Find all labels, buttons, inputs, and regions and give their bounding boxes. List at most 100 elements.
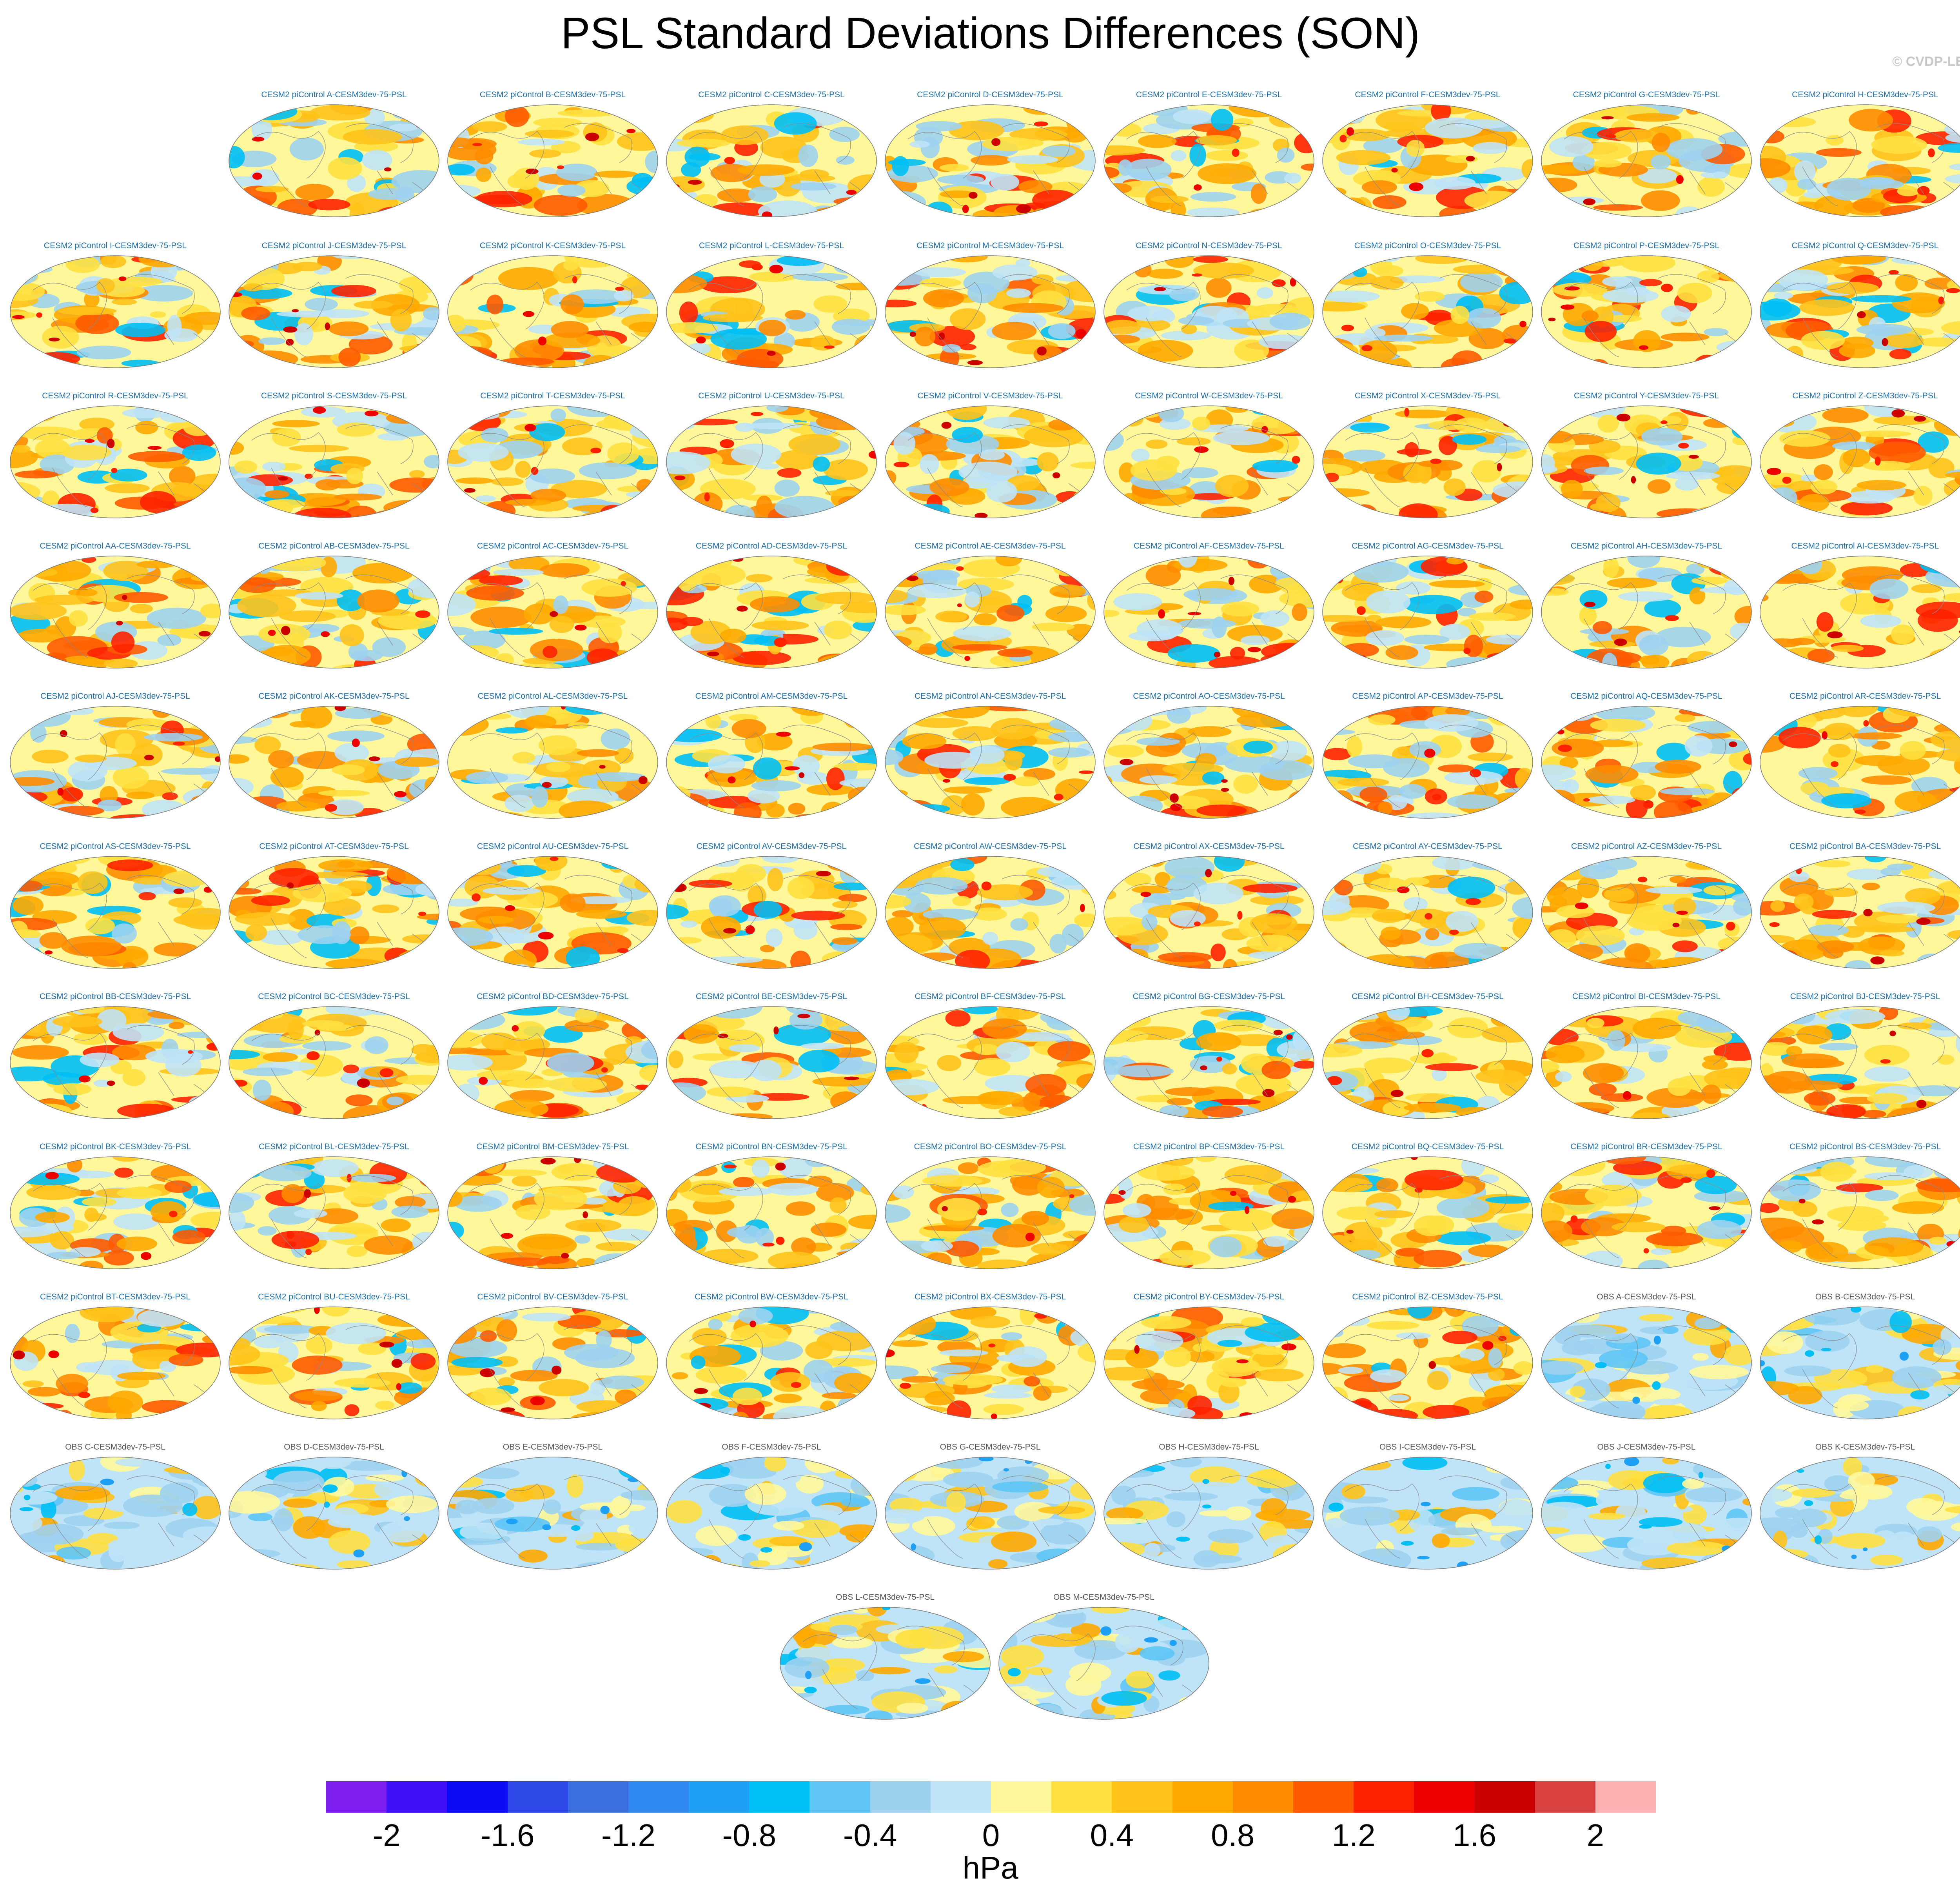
panel-label: CESM2 piControl F-CESM3dev-75-PSL <box>1355 90 1501 99</box>
map-panel: CESM2 piControl BV-CESM3dev-75-PSL <box>443 1292 662 1437</box>
panel-label: CESM2 piControl Q-CESM3dev-75-PSL <box>1791 241 1939 250</box>
panel-label: CESM2 piControl AO-CESM3dev-75-PSL <box>1133 692 1285 701</box>
colorbar-box <box>689 1781 750 1813</box>
global-map <box>447 856 658 969</box>
global-map <box>1322 856 1533 969</box>
global-map <box>1103 1006 1314 1119</box>
map-panel: CESM2 piControl AB-CESM3dev-75-PSL <box>224 541 444 687</box>
colorbar-box <box>1293 1781 1354 1813</box>
panel-label: CESM2 piControl AL-CESM3dev-75-PSL <box>477 692 628 701</box>
global-map <box>885 1156 1096 1269</box>
panel-label: CESM2 piControl M-CESM3dev-75-PSL <box>916 241 1064 250</box>
global-map <box>1760 556 1960 669</box>
panel-label: OBS F-CESM3dev-75-PSL <box>722 1443 821 1452</box>
map-panel: CESM2 piControl R-CESM3dev-75-PSL <box>5 391 225 536</box>
map-panel: CESM2 piControl BM-CESM3dev-75-PSL <box>443 1142 662 1287</box>
panel-label: CESM2 piControl AK-CESM3dev-75-PSL <box>258 692 410 701</box>
map-panel: CESM2 piControl A-CESM3dev-75-PSL <box>224 90 444 235</box>
map-panel: CESM2 piControl AM-CESM3dev-75-PSL <box>662 692 881 837</box>
panel-label: CESM2 piControl AF-CESM3dev-75-PSL <box>1134 541 1284 551</box>
panel-label: CESM2 piControl V-CESM3dev-75-PSL <box>917 391 1063 400</box>
map-panel: CESM2 piControl BE-CESM3dev-75-PSL <box>662 992 881 1137</box>
colorbar-tick-label: 1.2 <box>1332 1818 1376 1853</box>
global-map <box>666 405 877 518</box>
panel-label: CESM2 piControl AH-CESM3dev-75-PSL <box>1570 541 1722 551</box>
map-panel: OBS A-CESM3dev-75-PSL <box>1537 1292 1756 1437</box>
map-panel: CESM2 piControl BL-CESM3dev-75-PSL <box>224 1142 444 1287</box>
global-map <box>885 856 1096 969</box>
global-map <box>10 1457 221 1570</box>
map-panel: OBS E-CESM3dev-75-PSL <box>443 1443 662 1588</box>
global-map <box>229 706 439 819</box>
global-map <box>1103 706 1314 819</box>
colorbar-box <box>749 1781 810 1813</box>
global-map <box>229 1306 439 1419</box>
colorbar-box <box>1112 1781 1173 1813</box>
global-map <box>885 706 1096 819</box>
map-panel: CESM2 piControl BU-CESM3dev-75-PSL <box>224 1292 444 1437</box>
map-panel: CESM2 piControl AE-CESM3dev-75-PSL <box>880 541 1100 687</box>
global-map <box>229 856 439 969</box>
colorbar-box <box>991 1781 1052 1813</box>
global-map <box>229 1457 439 1570</box>
panel-label: CESM2 piControl J-CESM3dev-75-PSL <box>261 241 407 250</box>
global-map <box>1103 255 1314 368</box>
panel-label: CESM2 piControl AB-CESM3dev-75-PSL <box>258 541 410 551</box>
global-map <box>1760 104 1960 217</box>
map-panel: CESM2 piControl AW-CESM3dev-75-PSL <box>880 842 1100 987</box>
panel-label: CESM2 piControl BZ-CESM3dev-75-PSL <box>1352 1292 1503 1301</box>
colorbar-tick-label: -0.4 <box>843 1818 897 1853</box>
panel-label: CESM2 piControl AM-CESM3dev-75-PSL <box>695 692 848 701</box>
global-map <box>10 706 221 819</box>
global-map <box>1760 405 1960 518</box>
map-panel: OBS F-CESM3dev-75-PSL <box>662 1443 881 1588</box>
map-panel: CESM2 piControl W-CESM3dev-75-PSL <box>1099 391 1319 536</box>
global-map <box>885 556 1096 669</box>
global-map <box>1541 1006 1752 1119</box>
panel-label: CESM2 piControl BK-CESM3dev-75-PSL <box>39 1142 191 1151</box>
colorbar-tick-label: 1.6 <box>1452 1818 1497 1853</box>
map-panel: CESM2 piControl M-CESM3dev-75-PSL <box>880 241 1100 386</box>
panel-label: CESM2 piControl AI-CESM3dev-75-PSL <box>1791 541 1939 551</box>
global-map <box>229 405 439 518</box>
map-panel: CESM2 piControl BY-CESM3dev-75-PSL <box>1099 1292 1319 1437</box>
panel-label: CESM2 piControl E-CESM3dev-75-PSL <box>1136 90 1282 99</box>
panel-label: CESM2 piControl BM-CESM3dev-75-PSL <box>476 1142 629 1151</box>
global-map <box>1103 405 1314 518</box>
panel-label: CESM2 piControl S-CESM3dev-75-PSL <box>261 391 407 400</box>
global-map <box>1103 104 1314 217</box>
panel-label: CESM2 piControl BJ-CESM3dev-75-PSL <box>1790 992 1940 1001</box>
global-map <box>1760 1457 1960 1570</box>
map-panel: CESM2 piControl AD-CESM3dev-75-PSL <box>662 541 881 687</box>
global-map <box>1541 1457 1752 1570</box>
map-panel: CESM2 piControl X-CESM3dev-75-PSL <box>1318 391 1537 536</box>
map-panel: CESM2 piControl AY-CESM3dev-75-PSL <box>1318 842 1537 987</box>
panel-label: CESM2 piControl BF-CESM3dev-75-PSL <box>915 992 1066 1001</box>
panel-label: CESM2 piControl P-CESM3dev-75-PSL <box>1573 241 1720 250</box>
map-panel: CESM2 piControl AQ-CESM3dev-75-PSL <box>1537 692 1756 837</box>
map-panel: CESM2 piControl AJ-CESM3dev-75-PSL <box>5 692 225 837</box>
map-panel: CESM2 piControl J-CESM3dev-75-PSL <box>224 241 444 386</box>
panel-label: CESM2 piControl G-CESM3dev-75-PSL <box>1573 90 1720 99</box>
map-panel: CESM2 piControl BR-CESM3dev-75-PSL <box>1537 1142 1756 1287</box>
colorbar-tick-label: -0.8 <box>722 1818 777 1853</box>
global-map <box>10 556 221 669</box>
global-map <box>1322 1006 1533 1119</box>
global-map <box>10 1306 221 1419</box>
colorbar-box <box>809 1781 871 1813</box>
map-panel: CESM2 piControl BS-CESM3dev-75-PSL <box>1755 1142 1960 1287</box>
map-panel: CESM2 piControl BG-CESM3dev-75-PSL <box>1099 992 1319 1137</box>
map-panel: CESM2 piControl C-CESM3dev-75-PSL <box>662 90 881 235</box>
global-map <box>1322 255 1533 368</box>
global-map <box>229 255 439 368</box>
global-map <box>10 1006 221 1119</box>
global-map <box>1322 1306 1533 1419</box>
global-map <box>229 556 439 669</box>
colorbar-box <box>1414 1781 1475 1813</box>
panel-label: OBS D-CESM3dev-75-PSL <box>284 1443 384 1452</box>
panel-label: CESM2 piControl BL-CESM3dev-75-PSL <box>259 1142 409 1151</box>
global-map <box>1541 1306 1752 1419</box>
colorbar-box <box>1595 1781 1656 1813</box>
map-panel: CESM2 piControl BN-CESM3dev-75-PSL <box>662 1142 881 1287</box>
global-map <box>447 255 658 368</box>
